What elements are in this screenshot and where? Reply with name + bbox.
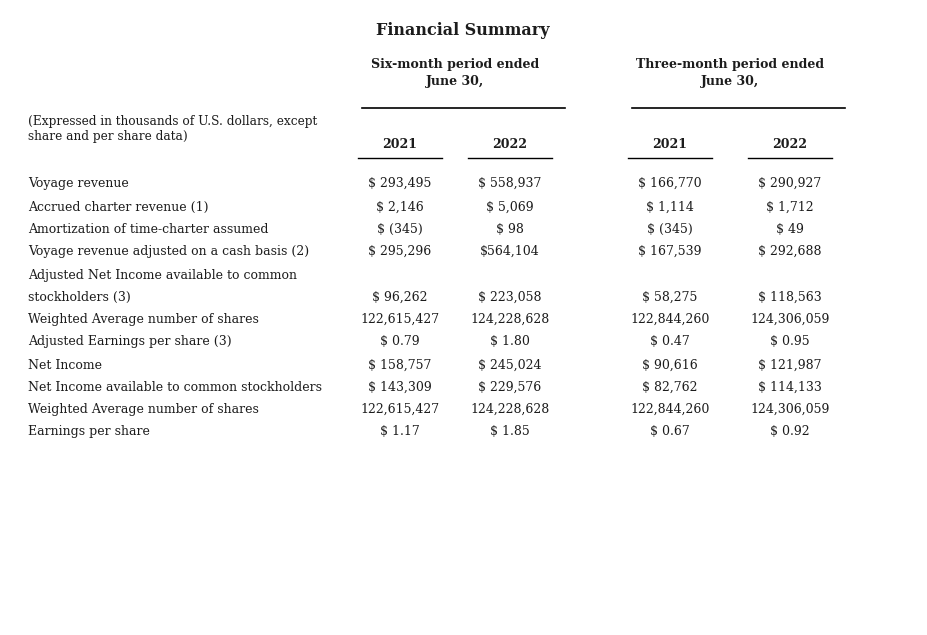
Text: Net Income: Net Income <box>28 359 102 372</box>
Text: $ 0.47: $ 0.47 <box>650 335 690 348</box>
Text: $ 118,563: $ 118,563 <box>758 291 822 304</box>
Text: Six-month period ended
June 30,: Six-month period ended June 30, <box>371 58 540 88</box>
Text: $ 1.80: $ 1.80 <box>490 335 530 348</box>
Text: $ 558,937: $ 558,937 <box>478 177 541 190</box>
Text: $ 293,495: $ 293,495 <box>368 177 432 190</box>
Text: $ 1,114: $ 1,114 <box>646 201 694 214</box>
Text: 124,306,059: 124,306,059 <box>750 403 830 416</box>
Text: 122,615,427: 122,615,427 <box>361 403 439 416</box>
Text: 122,615,427: 122,615,427 <box>361 313 439 326</box>
Text: 122,844,260: 122,844,260 <box>630 403 710 416</box>
Text: $ 245,024: $ 245,024 <box>478 359 541 372</box>
Text: stockholders (3): stockholders (3) <box>28 291 131 304</box>
Text: $ 1,712: $ 1,712 <box>767 201 814 214</box>
Text: $ 1.17: $ 1.17 <box>380 425 420 438</box>
Text: $ 292,688: $ 292,688 <box>758 245 821 258</box>
Text: $ 223,058: $ 223,058 <box>478 291 541 304</box>
Text: $ 49: $ 49 <box>776 223 804 236</box>
Text: $ (345): $ (345) <box>377 223 423 236</box>
Text: Net Income available to common stockholders: Net Income available to common stockhold… <box>28 381 322 394</box>
Text: Accrued charter revenue (1): Accrued charter revenue (1) <box>28 201 209 214</box>
Text: 122,844,260: 122,844,260 <box>630 313 710 326</box>
Text: $ 0.67: $ 0.67 <box>650 425 690 438</box>
Text: $ 290,927: $ 290,927 <box>758 177 821 190</box>
Text: $ 0.79: $ 0.79 <box>380 335 420 348</box>
Text: $ 167,539: $ 167,539 <box>639 245 702 258</box>
Text: $ 58,275: $ 58,275 <box>642 291 698 304</box>
Text: 2022: 2022 <box>492 138 527 151</box>
Text: Adjusted Net Income available to common: Adjusted Net Income available to common <box>28 269 297 282</box>
Text: $ 1.85: $ 1.85 <box>490 425 530 438</box>
Text: $564,104: $564,104 <box>480 245 540 258</box>
Text: 2021: 2021 <box>653 138 688 151</box>
Text: $ 158,757: $ 158,757 <box>368 359 432 372</box>
Text: share and per share data): share and per share data) <box>28 130 188 143</box>
Text: $ 82,762: $ 82,762 <box>642 381 698 394</box>
Text: $ 295,296: $ 295,296 <box>368 245 432 258</box>
Text: $ 143,309: $ 143,309 <box>368 381 432 394</box>
Text: (Expressed in thousands of U.S. dollars, except: (Expressed in thousands of U.S. dollars,… <box>28 115 317 128</box>
Text: 124,228,628: 124,228,628 <box>470 403 550 416</box>
Text: Weighted Average number of shares: Weighted Average number of shares <box>28 403 259 416</box>
Text: Amortization of time-charter assumed: Amortization of time-charter assumed <box>28 223 269 236</box>
Text: $ 2,146: $ 2,146 <box>376 201 424 214</box>
Text: 2022: 2022 <box>772 138 807 151</box>
Text: 124,306,059: 124,306,059 <box>750 313 830 326</box>
Text: 2021: 2021 <box>383 138 417 151</box>
Text: $ 229,576: $ 229,576 <box>478 381 541 394</box>
Text: Weighted Average number of shares: Weighted Average number of shares <box>28 313 259 326</box>
Text: Adjusted Earnings per share (3): Adjusted Earnings per share (3) <box>28 335 232 348</box>
Text: 124,228,628: 124,228,628 <box>470 313 550 326</box>
Text: $ 0.92: $ 0.92 <box>770 425 810 438</box>
Text: $ 96,262: $ 96,262 <box>373 291 427 304</box>
Text: $ 5,069: $ 5,069 <box>486 201 534 214</box>
Text: Three-month period ended
June 30,: Three-month period ended June 30, <box>636 58 824 88</box>
Text: $ 166,770: $ 166,770 <box>638 177 702 190</box>
Text: $ (345): $ (345) <box>647 223 692 236</box>
Text: $ 0.95: $ 0.95 <box>770 335 810 348</box>
Text: $ 98: $ 98 <box>496 223 524 236</box>
Text: $ 90,616: $ 90,616 <box>642 359 698 372</box>
Text: $ 114,133: $ 114,133 <box>758 381 822 394</box>
Text: Voyage revenue: Voyage revenue <box>28 177 129 190</box>
Text: Voyage revenue adjusted on a cash basis (2): Voyage revenue adjusted on a cash basis … <box>28 245 309 258</box>
Text: Financial Summary: Financial Summary <box>376 22 550 39</box>
Text: Earnings per share: Earnings per share <box>28 425 150 438</box>
Text: $ 121,987: $ 121,987 <box>758 359 821 372</box>
